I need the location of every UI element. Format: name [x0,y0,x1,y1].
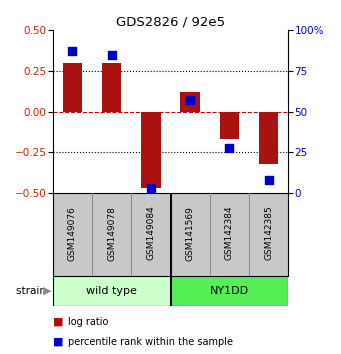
Text: strain: strain [16,286,49,296]
Text: ▶: ▶ [43,286,51,296]
Text: GSM149078: GSM149078 [107,206,116,261]
Point [70,48,75,54]
Text: ■: ■ [53,337,63,347]
Bar [102,63,121,112]
Text: GSM149084: GSM149084 [146,206,155,261]
Point [109,52,114,57]
Bar [220,112,239,139]
Text: wild type: wild type [86,286,137,296]
Bar [170,276,288,306]
Bar [53,276,170,306]
Bar [259,112,278,164]
Title: GDS2826 / 92e5: GDS2826 / 92e5 [116,16,225,29]
Point [148,185,153,191]
Text: NY1DD: NY1DD [210,286,249,296]
Point [187,97,193,103]
Bar [141,112,161,188]
Text: GSM142385: GSM142385 [264,206,273,261]
Text: percentile rank within the sample: percentile rank within the sample [68,337,233,347]
Text: log ratio: log ratio [68,316,108,326]
Text: ■: ■ [53,316,63,326]
Bar [180,92,200,112]
Text: GSM141569: GSM141569 [186,206,195,261]
Text: GSM142384: GSM142384 [225,206,234,261]
Point [266,177,271,183]
Bar [63,63,82,112]
Point [226,145,232,150]
Text: GSM149076: GSM149076 [68,206,77,261]
